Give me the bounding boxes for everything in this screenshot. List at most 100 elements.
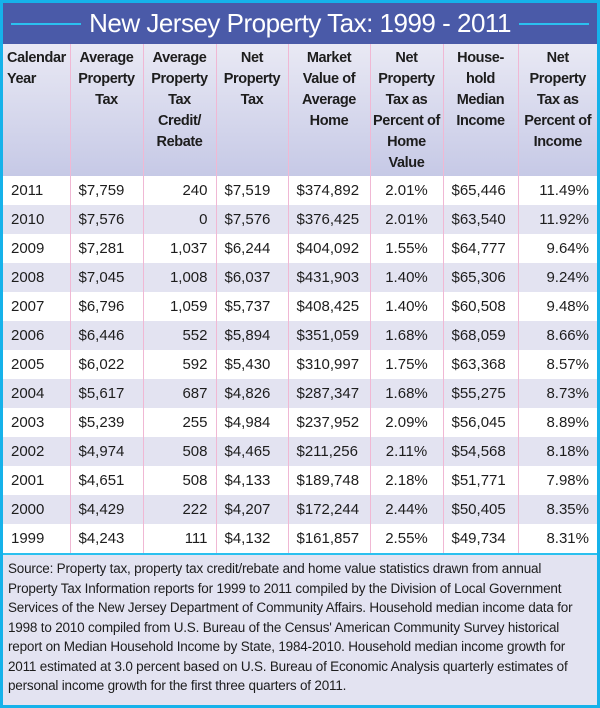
cell-year: 2008 — [3, 263, 71, 292]
cell-median-income: $68,059 — [443, 321, 519, 350]
cell-median-income: $64,777 — [443, 234, 519, 263]
cell-year: 2007 — [3, 292, 71, 321]
cell-market-value: $404,092 — [288, 234, 371, 263]
cell-pct-home: 2.11% — [370, 437, 444, 466]
table-row: 2009 $7,281 1,037 $6,244 $404,092 1.55% $64,77… — [3, 234, 597, 263]
cell-median-income: $56,045 — [443, 408, 519, 437]
table-row: 2000 $4,429 222 $4,207 $172,244 2.44% $50,405 8… — [3, 495, 597, 524]
cell-year: 2003 — [3, 408, 71, 437]
cell-year: 2010 — [3, 205, 71, 234]
cell-pct-income: 8.18% — [518, 437, 597, 466]
cell-market-value: $376,425 — [288, 205, 371, 234]
cell-market-value: $287,347 — [288, 379, 371, 408]
cell-year: 2009 — [3, 234, 71, 263]
cell-avg-tax: $5,617 — [70, 379, 144, 408]
table-row: 2011 $7,759 240 $7,519 $374,892 2.01% $65,446 1… — [3, 176, 597, 205]
page-title: New Jersey Property Tax: 1999 - 2011 — [89, 8, 511, 38]
cell-avg-tax: $7,576 — [70, 205, 144, 234]
cell-avg-tax: $4,243 — [70, 524, 144, 553]
cell-pct-income: 7.98% — [518, 466, 597, 495]
cell-net-tax: $4,984 — [216, 408, 289, 437]
cell-net-tax: $5,894 — [216, 321, 289, 350]
cell-avg-tax: $5,239 — [70, 408, 144, 437]
cell-pct-home: 1.68% — [370, 321, 444, 350]
title-rule-right — [518, 22, 590, 25]
table-row: 2001 $4,651 508 $4,133 $189,748 2.18% $51,771 7… — [3, 466, 597, 495]
cell-credit: 508 — [143, 466, 217, 495]
table-row: 1999 $4,243 111 $4,132 $161,857 2.55% $49,734 8… — [3, 524, 597, 553]
table-row: 2003 $5,239 255 $4,984 $237,952 2.09% $56,045 8… — [3, 408, 597, 437]
cell-net-tax: $4,132 — [216, 524, 289, 553]
table-row: 2006 $6,446 552 $5,894 $351,059 1.68% $68,059 8… — [3, 321, 597, 350]
cell-year: 2001 — [3, 466, 71, 495]
cell-credit: 687 — [143, 379, 217, 408]
table-row: 2007 $6,796 1,059 $5,737 $408,425 1.40% $60,50… — [3, 292, 597, 321]
cell-market-value: $237,952 — [288, 408, 371, 437]
cell-pct-income: 8.73% — [518, 379, 597, 408]
cell-median-income: $54,568 — [443, 437, 519, 466]
cell-pct-home: 2.55% — [370, 524, 444, 553]
cell-net-tax: $4,207 — [216, 495, 289, 524]
cell-credit: 111 — [143, 524, 217, 553]
cell-avg-tax: $4,651 — [70, 466, 144, 495]
cell-net-tax: $6,244 — [216, 234, 289, 263]
cell-net-tax: $4,133 — [216, 466, 289, 495]
cell-credit: 0 — [143, 205, 217, 234]
cell-market-value: $374,892 — [288, 176, 371, 205]
cell-market-value: $408,425 — [288, 292, 371, 321]
cell-avg-tax: $6,446 — [70, 321, 144, 350]
cell-pct-home: 1.40% — [370, 263, 444, 292]
table-row: 2008 $7,045 1,008 $6,037 $431,903 1.40% $65,30… — [3, 263, 597, 292]
cell-avg-tax: $6,022 — [70, 350, 144, 379]
cell-net-tax: $4,465 — [216, 437, 289, 466]
header-percent-home-value: Net Property Tax as Percent of Home Valu… — [370, 44, 444, 176]
cell-net-tax: $7,576 — [216, 205, 289, 234]
cell-avg-tax: $4,429 — [70, 495, 144, 524]
header-market-value: Market Value of Average Home — [288, 44, 371, 176]
cell-pct-income: 11.49% — [518, 176, 597, 205]
cell-pct-home: 1.75% — [370, 350, 444, 379]
cell-avg-tax: $6,796 — [70, 292, 144, 321]
table-row: 2005 $6,022 592 $5,430 $310,997 1.75% $63,368 8… — [3, 350, 597, 379]
header-row: Calendar Year Average Property Tax Avera… — [3, 44, 597, 176]
cell-median-income: $63,540 — [443, 205, 519, 234]
cell-pct-income: 8.57% — [518, 350, 597, 379]
cell-credit: 1,037 — [143, 234, 217, 263]
cell-median-income: $65,446 — [443, 176, 519, 205]
cell-avg-tax: $7,759 — [70, 176, 144, 205]
cell-pct-income: 8.31% — [518, 524, 597, 553]
cell-year: 2000 — [3, 495, 71, 524]
cell-pct-income: 9.48% — [518, 292, 597, 321]
table-row: 2010 $7,576 0 $7,576 $376,425 2.01% $63,540 11.… — [3, 205, 597, 234]
cell-year: 2011 — [3, 176, 71, 205]
header-calendar-year: Calendar Year — [3, 44, 71, 176]
cell-credit: 240 — [143, 176, 217, 205]
title-bar: New Jersey Property Tax: 1999 - 2011 — [3, 3, 597, 44]
cell-credit: 255 — [143, 408, 217, 437]
cell-pct-home: 2.01% — [370, 176, 444, 205]
cell-median-income: $55,275 — [443, 379, 519, 408]
cell-net-tax: $6,037 — [216, 263, 289, 292]
cell-pct-income: 8.35% — [518, 495, 597, 524]
cell-pct-home: 1.68% — [370, 379, 444, 408]
table-body: 2011 $7,759 240 $7,519 $374,892 2.01% $65,446 1… — [3, 176, 597, 553]
cell-pct-home: 2.01% — [370, 205, 444, 234]
table-row: 2004 $5,617 687 $4,826 $287,347 1.68% $55,275 8… — [3, 379, 597, 408]
cell-year: 1999 — [3, 524, 71, 553]
cell-pct-income: 8.89% — [518, 408, 597, 437]
cell-pct-home: 2.09% — [370, 408, 444, 437]
cell-pct-income: 9.24% — [518, 263, 597, 292]
table-row: 2002 $4,974 508 $4,465 $211,256 2.11% $54,568 8… — [3, 437, 597, 466]
cell-pct-home: 1.40% — [370, 292, 444, 321]
cell-pct-home: 2.18% — [370, 466, 444, 495]
cell-pct-income: 8.66% — [518, 321, 597, 350]
cell-median-income: $50,405 — [443, 495, 519, 524]
cell-pct-home: 2.44% — [370, 495, 444, 524]
cell-median-income: $65,306 — [443, 263, 519, 292]
cell-credit: 508 — [143, 437, 217, 466]
property-tax-table: Calendar Year Average Property Tax Avera… — [3, 44, 597, 553]
header-average-property-tax: Average Property Tax — [70, 44, 144, 176]
cell-market-value: $310,997 — [288, 350, 371, 379]
cell-year: 2004 — [3, 379, 71, 408]
